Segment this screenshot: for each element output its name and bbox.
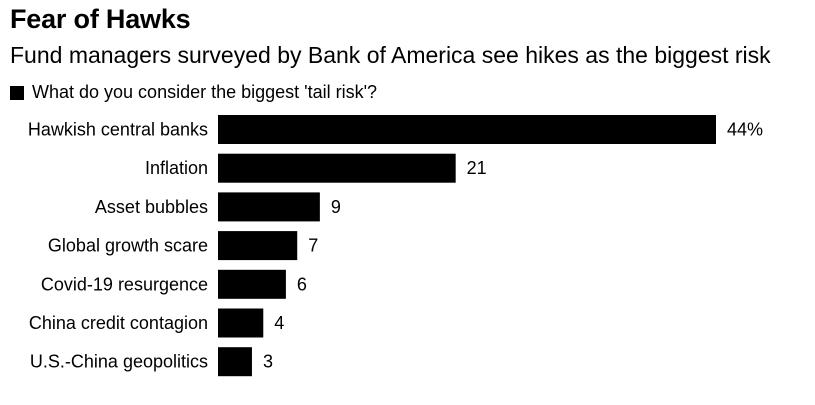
category-label: Inflation	[145, 158, 208, 178]
bar	[218, 308, 264, 338]
value-label: 6	[297, 274, 307, 294]
category-label: China credit contagion	[29, 313, 208, 333]
legend-swatch	[10, 85, 24, 100]
category-label: Hawkish central banks	[28, 120, 208, 140]
category-label: U.S.-China geopolitics	[30, 352, 208, 372]
category-label: Asset bubbles	[95, 197, 208, 217]
value-label: 21	[467, 158, 487, 178]
bar	[218, 269, 286, 299]
value-label: 4	[274, 313, 284, 333]
chart-subtitle: Fund managers surveyed by Bank of Americ…	[10, 42, 771, 68]
value-label: 44%	[727, 120, 763, 140]
value-label: 9	[331, 197, 341, 217]
value-label: 7	[308, 236, 318, 256]
bar	[218, 231, 298, 261]
bar	[218, 115, 716, 144]
value-label: 3	[263, 352, 273, 372]
legend: What do you consider the biggest 'tail r…	[10, 82, 377, 103]
bars-group: Hawkish central banks 44% Inflation 21 Asset…	[28, 115, 763, 377]
chart-title: Fear of Hawks	[10, 4, 191, 34]
bar	[218, 192, 320, 222]
bar	[218, 347, 252, 377]
category-label: Global growth scare	[48, 236, 208, 256]
legend-label: What do you consider the biggest 'tail r…	[32, 82, 378, 102]
category-label: Covid-19 resurgence	[41, 274, 208, 294]
bar	[218, 153, 456, 183]
